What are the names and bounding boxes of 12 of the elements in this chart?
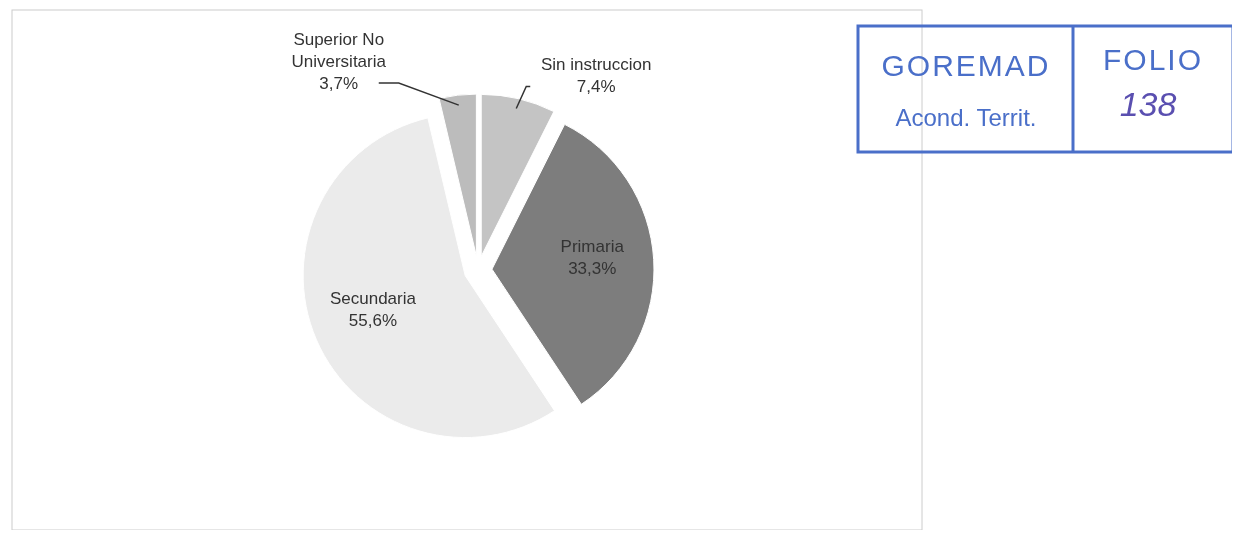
text: GOREMAD bbox=[881, 49, 1051, 82]
slice-label: Sin instruccion bbox=[540, 55, 652, 75]
text: FOLIO bbox=[1102, 43, 1204, 76]
data-label: 3,7% bbox=[319, 74, 359, 94]
slice-label: Primaria bbox=[560, 237, 625, 257]
slice-label: Superior No Universitaria bbox=[291, 30, 387, 72]
data-label: 7,4% bbox=[576, 77, 616, 97]
text: 138 bbox=[1119, 85, 1177, 123]
text: Acond. Territ. bbox=[895, 104, 1037, 131]
slice-label: Secundaria bbox=[329, 289, 417, 309]
data-label: 33,3% bbox=[568, 259, 617, 279]
data-label: 55,6% bbox=[348, 311, 398, 331]
